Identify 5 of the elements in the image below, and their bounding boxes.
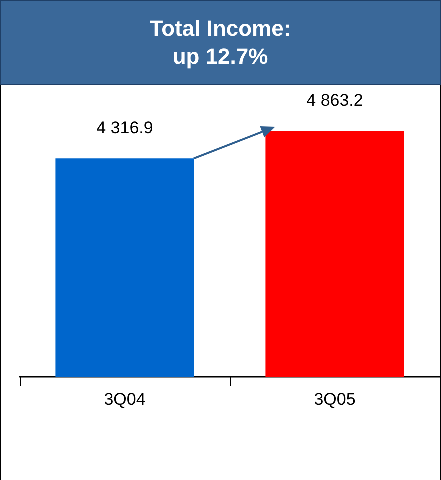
chart-title: Total Income: up 12.7% [148, 14, 292, 70]
data-label: 4 863.2 [306, 91, 364, 110]
x-tick-label: 3Q05 [314, 390, 356, 409]
x-tick-label: 3Q04 [104, 390, 146, 409]
data-label: 4 316.9 [96, 118, 154, 138]
